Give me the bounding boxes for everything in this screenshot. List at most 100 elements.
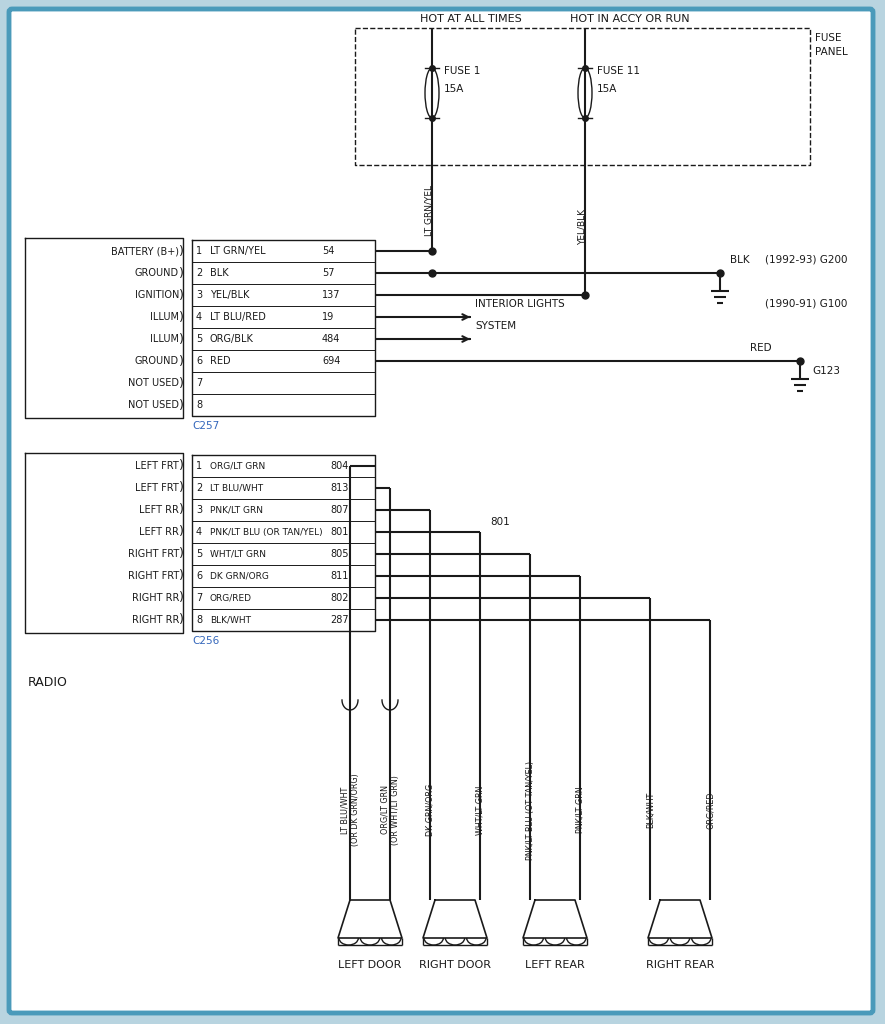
Text: 1: 1 xyxy=(196,461,202,471)
Text: RIGHT RR: RIGHT RR xyxy=(132,593,179,603)
Text: BATTERY (B+): BATTERY (B+) xyxy=(111,246,179,256)
Text: 287: 287 xyxy=(330,615,349,625)
Text: ): ) xyxy=(179,377,184,389)
Text: LEFT RR: LEFT RR xyxy=(139,505,179,515)
Text: PNK/LT BLU (OT TAN/YEL): PNK/LT BLU (OT TAN/YEL) xyxy=(526,761,535,859)
Text: LEFT FRT: LEFT FRT xyxy=(135,461,179,471)
Text: ): ) xyxy=(179,460,184,472)
Text: BLK/WHT: BLK/WHT xyxy=(645,792,655,828)
Text: FUSE 1: FUSE 1 xyxy=(444,66,481,76)
Text: 5: 5 xyxy=(196,549,203,559)
Text: PANEL: PANEL xyxy=(815,47,848,57)
Text: 5: 5 xyxy=(196,334,203,344)
Text: PNK/LT GRN: PNK/LT GRN xyxy=(210,506,263,514)
Text: 6: 6 xyxy=(196,356,202,366)
Text: ): ) xyxy=(179,398,184,412)
Text: ): ) xyxy=(179,592,184,604)
Text: ): ) xyxy=(179,289,184,301)
Text: 801: 801 xyxy=(330,527,349,537)
Text: 802: 802 xyxy=(330,593,349,603)
Text: DK GRN/ORG: DK GRN/ORG xyxy=(426,784,435,837)
Text: FUSE: FUSE xyxy=(815,33,842,43)
Text: (1992-93) G200: (1992-93) G200 xyxy=(765,255,848,265)
Text: 7: 7 xyxy=(196,593,203,603)
Text: RIGHT FRT: RIGHT FRT xyxy=(127,549,179,559)
Text: DK GRN/ORG: DK GRN/ORG xyxy=(210,571,269,581)
Text: INTERIOR LIGHTS: INTERIOR LIGHTS xyxy=(475,299,565,309)
Text: LT BLU/RED: LT BLU/RED xyxy=(210,312,266,322)
Text: C256: C256 xyxy=(192,636,219,646)
Text: ): ) xyxy=(179,525,184,539)
Text: SYSTEM: SYSTEM xyxy=(475,321,516,331)
Text: 811: 811 xyxy=(330,571,349,581)
Text: 57: 57 xyxy=(322,268,335,278)
Text: ): ) xyxy=(179,245,184,257)
Text: 3: 3 xyxy=(196,505,202,515)
Text: ): ) xyxy=(179,504,184,516)
Text: RED: RED xyxy=(750,343,772,353)
Text: BLK: BLK xyxy=(210,268,228,278)
Text: ORG/LT GRN: ORG/LT GRN xyxy=(210,462,266,470)
Text: 8: 8 xyxy=(196,615,202,625)
Text: RIGHT REAR: RIGHT REAR xyxy=(646,961,714,970)
Text: 805: 805 xyxy=(330,549,349,559)
Text: YEL/BLK: YEL/BLK xyxy=(578,209,587,245)
Text: ): ) xyxy=(179,548,184,560)
Text: 484: 484 xyxy=(322,334,341,344)
Text: ORG/RED: ORG/RED xyxy=(210,594,252,602)
Text: 804: 804 xyxy=(330,461,349,471)
FancyBboxPatch shape xyxy=(9,9,873,1013)
Text: PNK/LT BLU (OR TAN/YEL): PNK/LT BLU (OR TAN/YEL) xyxy=(210,527,323,537)
Text: 3: 3 xyxy=(196,290,202,300)
Text: LEFT REAR: LEFT REAR xyxy=(525,961,585,970)
Text: BLK/WHT: BLK/WHT xyxy=(210,615,251,625)
Text: YEL/BLK: YEL/BLK xyxy=(210,290,250,300)
Text: LT BLU/WHT
(OR DK GRN/ORG): LT BLU/WHT (OR DK GRN/ORG) xyxy=(341,773,359,847)
Text: G123: G123 xyxy=(812,366,840,376)
Text: WHT/LT GRN: WHT/LT GRN xyxy=(210,550,266,558)
Text: LT GRN/YEL: LT GRN/YEL xyxy=(425,184,434,236)
Text: LT GRN/YEL: LT GRN/YEL xyxy=(210,246,266,256)
Text: GROUND: GROUND xyxy=(135,268,179,278)
Text: IGNITION: IGNITION xyxy=(135,290,179,300)
Text: ): ) xyxy=(179,481,184,495)
Text: 7: 7 xyxy=(196,378,203,388)
Text: 8: 8 xyxy=(196,400,202,410)
Text: 15A: 15A xyxy=(597,84,618,94)
Text: PNK/LT GRN: PNK/LT GRN xyxy=(575,786,584,834)
Text: ): ) xyxy=(179,333,184,345)
Text: HOT AT ALL TIMES: HOT AT ALL TIMES xyxy=(420,14,522,24)
Text: RED: RED xyxy=(210,356,231,366)
Text: 1: 1 xyxy=(196,246,202,256)
Text: 15A: 15A xyxy=(444,84,465,94)
Text: RIGHT DOOR: RIGHT DOOR xyxy=(419,961,491,970)
Text: RADIO: RADIO xyxy=(28,676,68,689)
Text: 2: 2 xyxy=(196,268,203,278)
Text: 4: 4 xyxy=(196,527,202,537)
Text: LEFT RR: LEFT RR xyxy=(139,527,179,537)
Text: NOT USED: NOT USED xyxy=(128,378,179,388)
Text: ): ) xyxy=(179,613,184,627)
Text: HOT IN ACCY OR RUN: HOT IN ACCY OR RUN xyxy=(570,14,689,24)
Text: BLK: BLK xyxy=(730,255,750,265)
Text: 801: 801 xyxy=(490,517,510,527)
Text: ): ) xyxy=(179,310,184,324)
Text: ILLUM: ILLUM xyxy=(150,312,179,322)
Text: ORG/BLK: ORG/BLK xyxy=(210,334,254,344)
Text: 137: 137 xyxy=(322,290,341,300)
Text: LEFT FRT: LEFT FRT xyxy=(135,483,179,493)
Text: 4: 4 xyxy=(196,312,202,322)
Text: ): ) xyxy=(179,266,184,280)
Text: RIGHT RR: RIGHT RR xyxy=(132,615,179,625)
Text: ILLUM: ILLUM xyxy=(150,334,179,344)
Text: RIGHT FRT: RIGHT FRT xyxy=(127,571,179,581)
Text: ): ) xyxy=(179,569,184,583)
Text: WHT/LT GRN: WHT/LT GRN xyxy=(475,785,484,835)
Text: FUSE 11: FUSE 11 xyxy=(597,66,640,76)
Text: (1990-91) G100: (1990-91) G100 xyxy=(765,298,847,308)
Text: 2: 2 xyxy=(196,483,203,493)
Text: GROUND: GROUND xyxy=(135,356,179,366)
Text: 694: 694 xyxy=(322,356,341,366)
Text: ORG/LT GRN
(OR WHT/LT GRN): ORG/LT GRN (OR WHT/LT GRN) xyxy=(381,775,400,845)
Text: C257: C257 xyxy=(192,421,219,431)
